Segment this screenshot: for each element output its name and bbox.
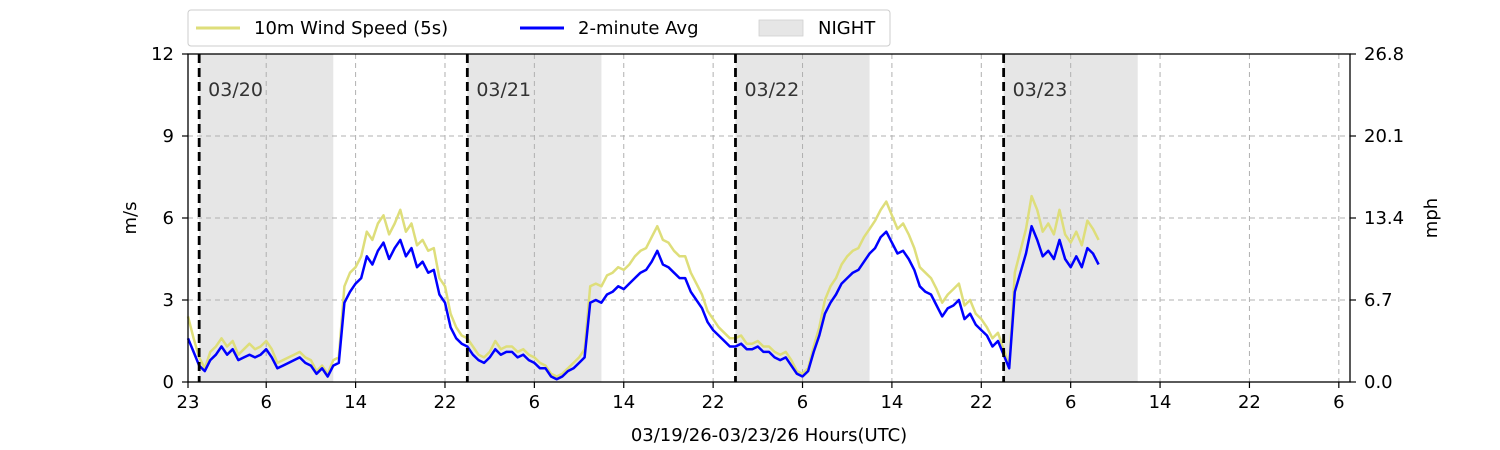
x-tick-label-0: 23 [177, 392, 200, 413]
y-axis-title-right: mph [1421, 198, 1442, 238]
y-tick-label-1: 3 [163, 290, 174, 311]
x-tick-label-13: 6 [1333, 392, 1344, 413]
x-tick-label-4: 6 [529, 392, 540, 413]
day-label-3: 03/23 [1013, 79, 1068, 101]
x-axis-title: 03/19/26-03/23/26 Hours(UTC) [631, 425, 907, 446]
x-tick-label-5: 14 [612, 392, 635, 413]
day-label-0: 03/20 [208, 79, 263, 101]
x-tick-label-10: 6 [1065, 392, 1076, 413]
y-right-tick-label-4: 26.8 [1364, 44, 1404, 65]
legend-swatch-night [758, 19, 804, 37]
legend-label-wind-speed: 10m Wind Speed (5s) [254, 18, 448, 39]
series-layer [186, 194, 1100, 381]
x-axis-ticks: 23 6 14 22 6 14 22 6 14 22 6 14 22 6 [177, 382, 1345, 413]
x-tick-label-3: 22 [434, 392, 457, 413]
y-tick-label-4: 12 [151, 44, 174, 65]
legend-label-night: NIGHT [818, 18, 876, 39]
y-right-tick-label-3: 20.1 [1364, 126, 1404, 147]
legend-label-2min-avg: 2-minute Avg [578, 18, 699, 39]
day-boundary-layer: 03/20 03/21 03/22 03/23 [197, 54, 1068, 382]
series-line-1 [186, 224, 1100, 381]
x-tick-label-7: 6 [797, 392, 808, 413]
x-tick-label-6: 22 [702, 392, 725, 413]
x-tick-label-9: 22 [970, 392, 993, 413]
y-right-tick-label-2: 13.4 [1364, 208, 1404, 229]
x-tick-label-12: 22 [1238, 392, 1261, 413]
y-tick-label-0: 0 [163, 372, 174, 393]
y-tick-label-3: 9 [163, 126, 174, 147]
y-axis-ticks-left: 0 3 6 9 12 [151, 44, 188, 393]
y-axis-title-left: m/s [120, 202, 141, 235]
x-tick-label-11: 14 [1149, 392, 1172, 413]
y-right-tick-label-1: 6.7 [1364, 290, 1393, 311]
x-tick-label-8: 14 [880, 392, 903, 413]
y-axis-ticks-right: 0.0 6.7 13.4 20.1 26.8 [1350, 44, 1404, 393]
day-label-2: 03/22 [744, 79, 799, 101]
x-tick-label-1: 6 [260, 392, 271, 413]
y-tick-label-2: 6 [163, 208, 174, 229]
legend: 10m Wind Speed (5s) 2-minute Avg NIGHT [187, 9, 891, 47]
y-right-tick-label-0: 0.0 [1364, 372, 1393, 393]
day-label-1: 03/21 [476, 79, 531, 101]
x-tick-label-2: 14 [344, 392, 367, 413]
